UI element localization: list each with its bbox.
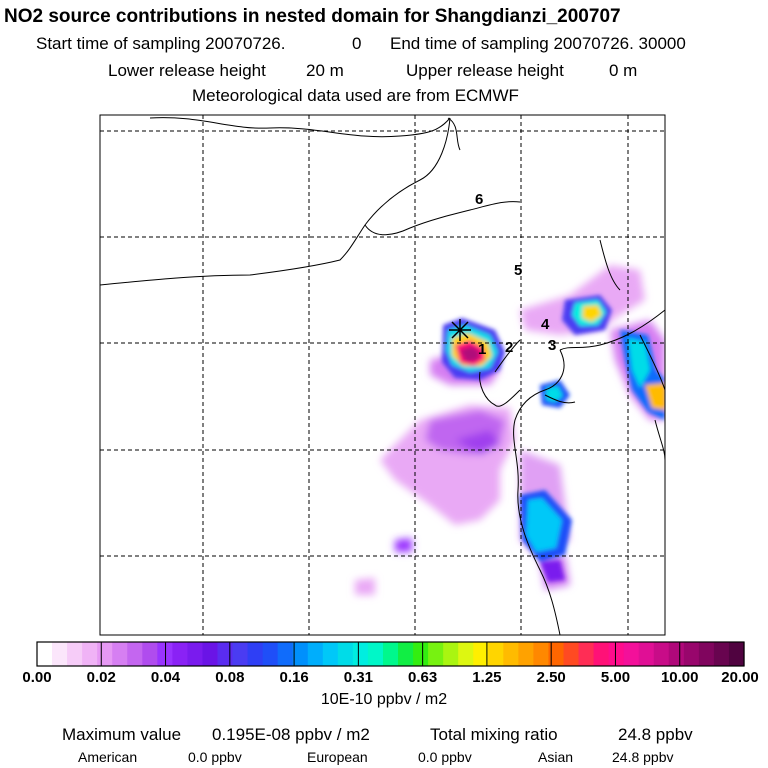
region-label: 3 xyxy=(548,337,556,354)
colorbar-cell xyxy=(52,642,68,666)
total-mixing-value: 24.8 ppbv xyxy=(618,725,693,744)
colorbar-cell xyxy=(142,642,158,666)
colorbar-tick-label: 0.00 xyxy=(22,669,52,686)
upper-release-value: 0 m xyxy=(609,61,638,80)
colorbar-cell xyxy=(187,642,204,666)
colorbar-cell xyxy=(578,642,595,666)
region-american-value: 0.0 ppbv xyxy=(188,749,242,765)
upper-release-label: Upper release height xyxy=(406,61,564,80)
receptor-marker-icon xyxy=(449,319,471,341)
colorbar-tick-label: 0.08 xyxy=(215,669,245,686)
colorbar-tick-label: 2.50 xyxy=(536,669,566,686)
colorbar-cell xyxy=(307,642,324,666)
colorbar-cell xyxy=(172,642,189,666)
colorbar-cell xyxy=(623,642,640,666)
colorbar-tick-label: 0.02 xyxy=(86,669,116,686)
colorbar-cell xyxy=(518,642,534,666)
colorbar-tick-label: 5.00 xyxy=(600,669,631,686)
chart-title: NO2 source contributions in nested domai… xyxy=(4,6,621,27)
colorbar-cell xyxy=(683,642,700,666)
map-grid xyxy=(100,115,665,635)
colorbar-cell xyxy=(67,642,83,666)
colorbar-tick-label: 10.00 xyxy=(660,669,699,686)
colorbar-cell xyxy=(503,642,519,666)
colorbar-cell xyxy=(593,642,610,666)
concentration-hotspots xyxy=(442,295,665,582)
total-mixing-label: Total mixing ratio xyxy=(430,725,558,744)
colorbar-cell xyxy=(533,642,550,666)
colorbar-cell xyxy=(638,642,655,666)
colorbar-tick-label: 0.31 xyxy=(343,669,373,686)
map-frame xyxy=(99,114,666,636)
coastlines xyxy=(100,117,665,635)
colorbar-cell xyxy=(713,642,730,666)
start-time-label: Start time of sampling 20070726. xyxy=(36,34,286,53)
region-asian-name: Asian xyxy=(538,749,574,765)
colorbar-cell xyxy=(82,642,98,666)
region-european-name: European xyxy=(307,749,368,765)
colorbar-cell xyxy=(277,642,294,666)
end-time-label: End time of sampling 20070726. 30000 xyxy=(390,34,686,53)
max-value: 0.195E-08 ppbv / m2 xyxy=(212,725,370,744)
lower-release-label: Lower release height xyxy=(108,61,266,80)
colorbar-cell xyxy=(548,642,565,666)
colorbar-cell xyxy=(728,642,745,666)
colorbar-cell xyxy=(112,642,128,666)
colorbar-cell xyxy=(367,642,384,666)
colorbar-cell xyxy=(428,642,444,666)
colorbar-cell xyxy=(97,642,113,666)
colorbar-tick-label: 0.16 xyxy=(279,669,309,686)
colorbar-cell xyxy=(292,642,309,666)
colorbar-cell xyxy=(653,642,670,666)
region-american-name: American xyxy=(78,749,138,765)
colorbar-cell xyxy=(337,642,354,666)
start-time-value: 0 xyxy=(352,34,362,53)
region-label: 5 xyxy=(514,262,522,279)
colorbar-cell xyxy=(473,642,489,666)
colorbar-cell xyxy=(413,642,429,666)
colorbar-cell xyxy=(398,642,414,666)
colorbar-cell xyxy=(668,642,685,666)
met-data-line: Meteorological data used are from ECMWF xyxy=(192,86,519,105)
colorbar-tick-label: 0.04 xyxy=(150,669,181,686)
region-labels: 1 2 3 4 5 6 xyxy=(475,191,556,358)
colorbar-cell xyxy=(352,642,369,666)
colorbar-cell xyxy=(202,642,219,666)
colorbar-cell xyxy=(232,642,249,666)
colorbar-tick-label: 0.63 xyxy=(408,669,438,686)
colorbar-cell xyxy=(262,642,279,666)
lower-release-value: 20 m xyxy=(306,61,344,80)
colorbar-cell xyxy=(127,642,143,666)
region-label: 4 xyxy=(541,316,550,333)
colorbar-cell xyxy=(443,642,459,666)
region-label: 1 xyxy=(478,341,486,358)
colorbar-tick-label: 20.00 xyxy=(721,669,759,686)
colorbar-cell xyxy=(217,642,234,666)
colorbar-unit: 10E-10 ppbv / m2 xyxy=(320,691,448,708)
colorbar-cell xyxy=(563,642,580,666)
colorbar-cell xyxy=(458,642,474,666)
colorbar-cell xyxy=(698,642,715,666)
colorbar-cell xyxy=(37,642,53,666)
region-asian-value: 24.8 ppbv xyxy=(612,749,674,765)
colorbar-cell xyxy=(608,642,625,666)
colorbar-cell xyxy=(247,642,264,666)
region-label: 6 xyxy=(475,191,483,208)
colorbar-tick-label: 1.25 xyxy=(472,669,502,686)
colorbar-cell xyxy=(382,642,399,666)
colorbar-cell xyxy=(322,642,339,666)
max-value-label: Maximum value xyxy=(62,725,182,744)
region-european-value: 0.0 ppbv xyxy=(418,749,472,765)
colorbar-cell xyxy=(488,642,504,666)
region-label: 2 xyxy=(505,339,513,356)
